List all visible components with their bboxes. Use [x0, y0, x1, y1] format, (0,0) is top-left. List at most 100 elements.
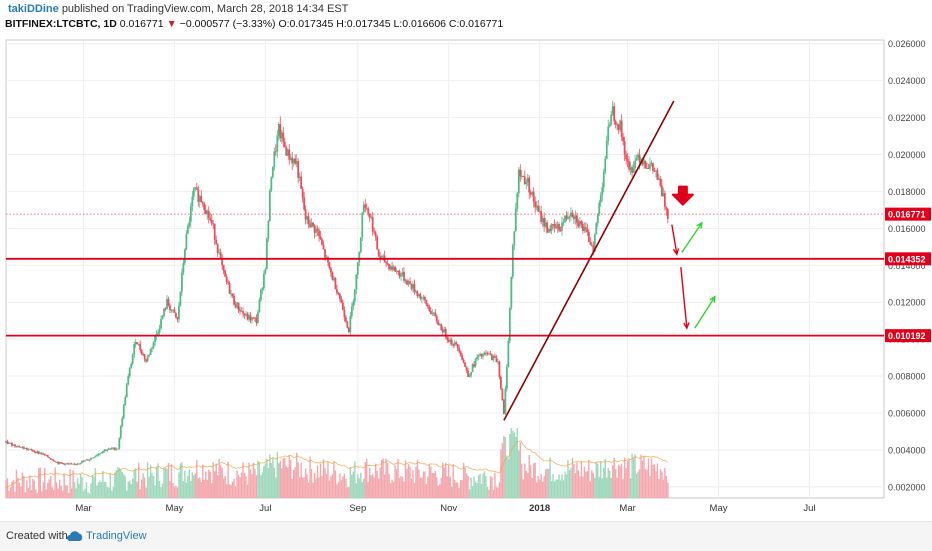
candle-body [376, 236, 379, 250]
candle-body [525, 182, 528, 185]
candle-body [537, 205, 540, 212]
volume-bar [476, 483, 478, 498]
volume-bar [445, 462, 447, 498]
volume-bar [614, 469, 617, 498]
candle-body [8, 442, 10, 444]
candle-body [84, 460, 86, 462]
candle-body [407, 281, 410, 285]
volume-bar [278, 463, 280, 498]
volume-bar [142, 473, 144, 498]
volume-bar [243, 473, 246, 498]
volume-bar [230, 484, 232, 498]
price-chart[interactable]: 0.0020000.0040000.0060000.0080000.010000… [0, 36, 932, 518]
volume-bar [87, 492, 89, 498]
volume-bar [477, 475, 480, 498]
candle-body [531, 191, 534, 195]
volume-bar [401, 476, 404, 498]
candle-body [20, 447, 22, 449]
volume-bar [407, 464, 410, 498]
volume-bar [222, 478, 225, 498]
candle-body [112, 447, 115, 449]
candle-body [277, 124, 280, 136]
volume-bar [546, 468, 548, 498]
volume-bar [585, 471, 587, 498]
candle-body [352, 301, 355, 307]
volume-bar [617, 464, 620, 498]
candle-body [367, 208, 370, 214]
price-label: 0.014352 [888, 254, 926, 264]
volume-bar [391, 479, 393, 498]
volume-bar [309, 456, 311, 498]
chart-area[interactable]: 0.0020000.0040000.0060000.0080000.010000… [0, 36, 932, 518]
volume-bar [209, 471, 211, 498]
volume-bar [467, 475, 469, 498]
volume-bar [72, 470, 74, 498]
candle-body [595, 223, 598, 235]
volume-bar [606, 477, 608, 498]
symbol-label[interactable]: BITFINEX:LTCBTC, 1D [5, 18, 117, 30]
volume-bar [315, 478, 317, 498]
candle-body [61, 462, 64, 464]
volume-bar [182, 481, 185, 498]
volume-bar [635, 473, 638, 498]
volume-bar [613, 457, 615, 498]
volume-bar [629, 478, 632, 498]
volume-bar [307, 482, 310, 498]
author-link[interactable]: takiDDine [8, 3, 59, 15]
candle-body [31, 449, 34, 452]
volume-bar [310, 469, 313, 498]
volume-bar [21, 472, 24, 498]
candle-body [328, 262, 331, 269]
candle-body [237, 302, 240, 311]
candle-body [115, 448, 118, 450]
candle-body [479, 353, 481, 356]
candle-body [304, 209, 307, 220]
volume-bar [269, 454, 271, 498]
volume-bar [221, 467, 223, 498]
tradingview-cloud-icon[interactable] [66, 529, 84, 548]
volume-bar [571, 457, 574, 498]
volume-bar [169, 481, 171, 498]
candle-body [544, 222, 547, 227]
candle-body [100, 452, 103, 454]
volume-bar [324, 468, 326, 498]
volume-bar [437, 485, 439, 498]
candle-body [236, 302, 238, 308]
volume-bar [561, 474, 563, 498]
candle-body [485, 352, 487, 354]
volume-bar [336, 484, 338, 498]
candle-body [130, 363, 133, 369]
projection-down-arrow-head [672, 248, 680, 256]
candle-body [535, 205, 538, 208]
volume-bar [325, 474, 328, 498]
y-tick-label: 0.012000 [888, 298, 926, 308]
candle-body [82, 461, 85, 462]
volume-bar [364, 462, 366, 498]
tradingview-brand[interactable]: TradingView [86, 530, 147, 542]
volume-bar [500, 449, 502, 498]
volume-bar [75, 488, 77, 498]
volume-bar [644, 468, 647, 498]
candle-body [364, 204, 367, 208]
volume-bar [425, 483, 428, 498]
candle-body [221, 257, 224, 266]
candle-body [665, 206, 668, 210]
volume-bar [32, 478, 34, 498]
candle-body [158, 328, 161, 333]
volume-bar [108, 487, 110, 498]
volume-bar [181, 462, 183, 498]
candle-body [410, 283, 413, 289]
x-tick-label: Jul [803, 503, 815, 514]
y-tick-label: 0.016000 [888, 224, 926, 234]
volume-bar [461, 480, 463, 498]
volume-bar [434, 470, 437, 498]
candle-body [94, 456, 97, 458]
volume-bar [486, 487, 489, 498]
volume-bar [360, 472, 362, 498]
volume-bar [321, 475, 323, 498]
candle-body [21, 447, 24, 448]
volume-bar [592, 472, 595, 498]
volume-bar [161, 483, 164, 498]
volume-bar [145, 487, 147, 498]
candle-body [76, 463, 79, 465]
